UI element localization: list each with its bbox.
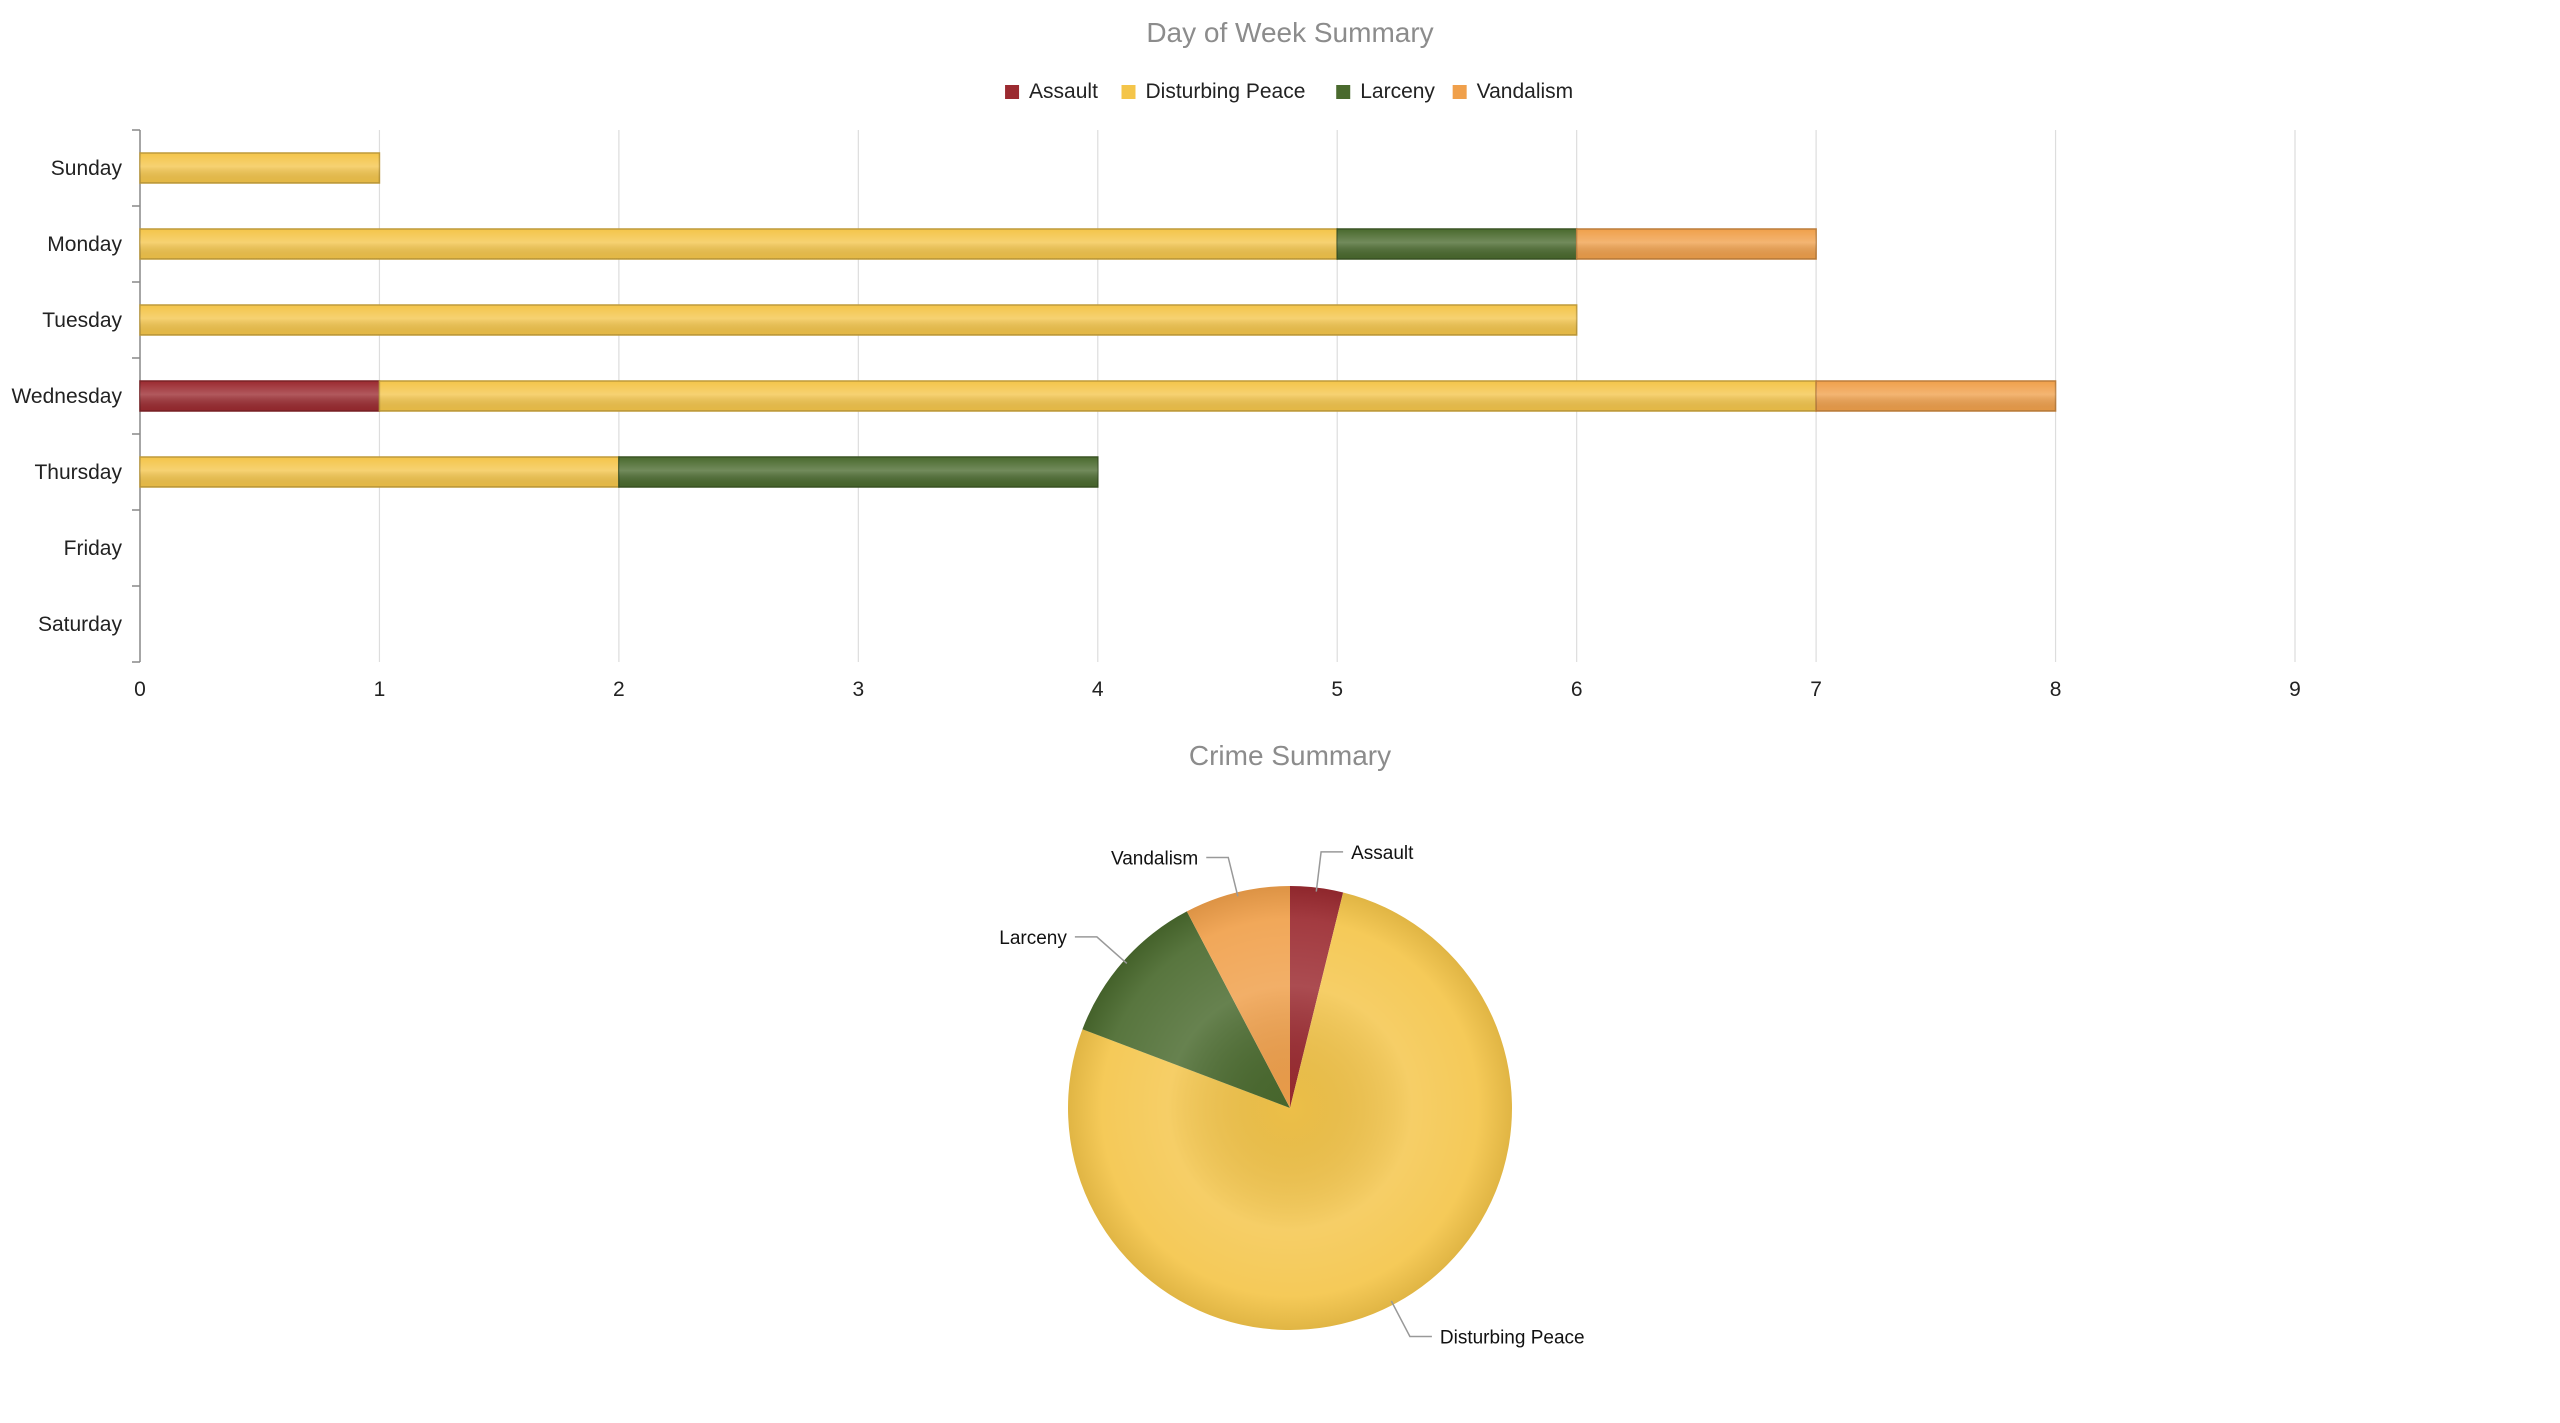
x-tick-label-4: 4 bbox=[1092, 678, 1104, 701]
pie-chart-title: Crime Summary bbox=[1189, 740, 1391, 771]
bar-segment bbox=[378, 380, 1817, 412]
pie-chart-labels: Assault Disturbing Peace Larceny Vandalism bbox=[999, 843, 1584, 1349]
legend-swatch-disturbing-peace bbox=[1121, 85, 1136, 99]
legend-label-assault: Assault bbox=[1029, 80, 1098, 103]
bar-chart-title: Day of Week Summary bbox=[1146, 17, 1433, 48]
legend-item-larceny[interactable]: Larceny bbox=[1336, 80, 1435, 103]
bar-segment bbox=[139, 456, 620, 488]
pie-label-text: Larceny bbox=[999, 928, 1067, 949]
bar-segment bbox=[1575, 228, 1817, 260]
bar-sunday-disturbing-peace[interactable] bbox=[139, 152, 381, 184]
pie-leader-line bbox=[1390, 1300, 1432, 1338]
pie-leader-line bbox=[1315, 851, 1344, 892]
bar-thursday-disturbing-peace[interactable] bbox=[139, 456, 620, 488]
bar-tuesday-disturbing-peace[interactable] bbox=[139, 304, 1578, 336]
pie-leader-line bbox=[1074, 936, 1128, 965]
x-tick-label-6: 6 bbox=[1571, 678, 1583, 701]
pie-label-text: Disturbing Peace bbox=[1440, 1327, 1585, 1348]
pie-label-assault: Assault bbox=[1315, 843, 1414, 892]
pie-label-larceny: Larceny bbox=[999, 928, 1128, 965]
pie-label-disturbing-peace: Disturbing Peace bbox=[1390, 1300, 1585, 1348]
day-of-week-bar-chart: Day of Week Summary Assault Disturbing Pe… bbox=[11, 17, 2300, 701]
y-tick-label-friday: Friday bbox=[64, 537, 123, 560]
y-tick-label-tuesday: Tuesday bbox=[42, 309, 122, 332]
bar-segment bbox=[139, 304, 1578, 336]
bar-monday-larceny[interactable] bbox=[1336, 228, 1578, 260]
x-tick-label-5: 5 bbox=[1331, 678, 1343, 701]
legend-swatch-assault bbox=[1005, 85, 1020, 99]
bar-wednesday-disturbing-peace[interactable] bbox=[378, 380, 1817, 412]
x-tick-label-0: 0 bbox=[134, 678, 146, 701]
bar-segment bbox=[618, 456, 1099, 488]
x-tick-label-9: 9 bbox=[2289, 678, 2301, 701]
pie-label-vandalism: Vandalism bbox=[1111, 848, 1239, 897]
y-tick-label-saturday: Saturday bbox=[38, 613, 123, 636]
bar-chart-x-axis: 0 1 2 3 4 5 6 7 8 9 bbox=[134, 678, 2301, 701]
legend-swatch-larceny bbox=[1336, 85, 1351, 99]
bar-segment bbox=[1815, 380, 2057, 412]
bar-monday-disturbing-peace[interactable] bbox=[139, 228, 1338, 260]
bar-segment bbox=[139, 380, 381, 412]
legend-item-vandalism[interactable]: Vandalism bbox=[1452, 80, 1574, 103]
y-tick-label-wednesday: Wednesday bbox=[11, 385, 122, 408]
bar-chart-y-axis: Sunday Monday Tuesday Wednesday Thursday Frid… bbox=[11, 129, 141, 663]
legend-label-larceny: Larceny bbox=[1360, 80, 1435, 103]
x-tick-label-2: 2 bbox=[613, 678, 625, 701]
legend-swatch-vandalism bbox=[1452, 85, 1467, 99]
legend-item-assault[interactable]: Assault bbox=[1005, 80, 1098, 103]
x-tick-label-1: 1 bbox=[374, 678, 386, 701]
pie-label-text: Assault bbox=[1351, 843, 1414, 864]
bar-segment bbox=[139, 152, 381, 184]
x-tick-label-8: 8 bbox=[2050, 678, 2062, 701]
y-tick-label-sunday: Sunday bbox=[51, 157, 123, 180]
bar-monday-vandalism[interactable] bbox=[1575, 228, 1817, 260]
x-tick-label-3: 3 bbox=[852, 678, 864, 701]
bar-wednesday-vandalism[interactable] bbox=[1815, 380, 2057, 412]
x-tick-label-7: 7 bbox=[1810, 678, 1822, 701]
bar-segment bbox=[139, 228, 1338, 260]
pie-chart-slices bbox=[1068, 886, 1513, 1330]
bar-chart-legend: Assault Disturbing Peace Larceny Vandalism bbox=[1005, 80, 1573, 103]
pie-label-text: Vandalism bbox=[1111, 848, 1198, 869]
bar-thursday-larceny[interactable] bbox=[618, 456, 1099, 488]
y-tick-label-thursday: Thursday bbox=[34, 461, 122, 484]
bar-segment bbox=[1336, 228, 1578, 260]
legend-label-vandalism: Vandalism bbox=[1477, 80, 1574, 103]
legend-item-disturbing-peace[interactable]: Disturbing Peace bbox=[1121, 80, 1306, 103]
bar-wednesday-assault[interactable] bbox=[139, 380, 381, 412]
pie-leader-line bbox=[1206, 856, 1239, 897]
legend-label-disturbing-peace: Disturbing Peace bbox=[1146, 80, 1306, 103]
crime-summary-pie-chart: Crime Summary Assault Disturbing Peace Lar… bbox=[999, 740, 1584, 1348]
y-tick-label-monday: Monday bbox=[47, 233, 122, 256]
